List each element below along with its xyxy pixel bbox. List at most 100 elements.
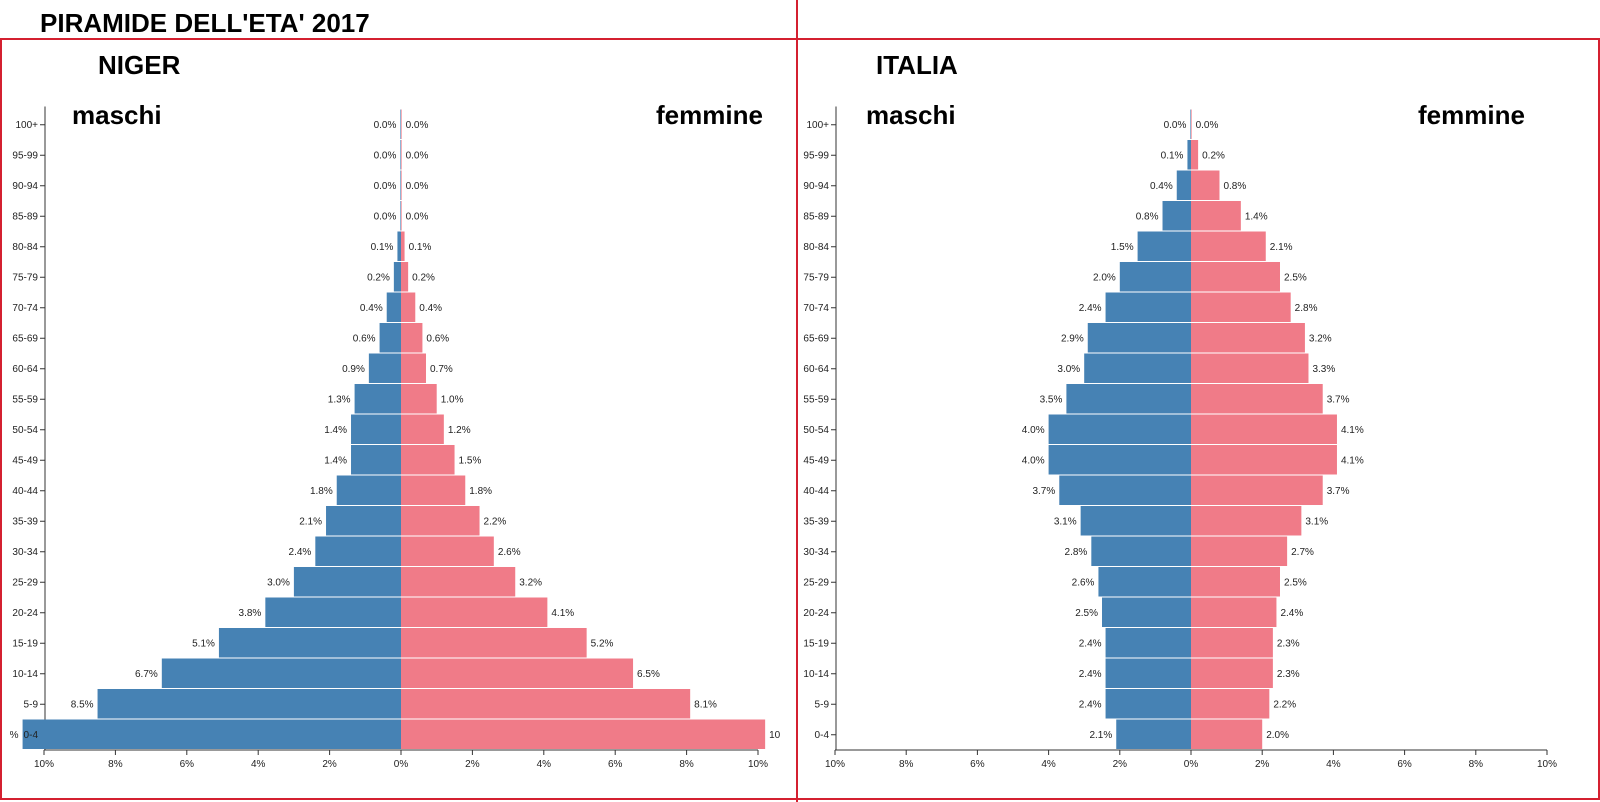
male-bar xyxy=(1066,384,1191,414)
female-bar xyxy=(401,262,409,292)
niger-panel: NIGER maschi femmine 10% 8% 6% 4% 2% 0% 2% 4% 6%… xyxy=(0,38,798,800)
age-group-label: 5-9 xyxy=(815,699,830,710)
male-bar xyxy=(386,292,401,322)
italia-title: ITALIA xyxy=(876,50,958,80)
male-value-label: 2.0% xyxy=(1093,272,1116,283)
age-group-label: 20-24 xyxy=(12,608,38,619)
x-tick-label: 6% xyxy=(180,759,195,770)
female-bar xyxy=(1191,445,1337,475)
female-value-label: 10 xyxy=(769,730,781,741)
male-bar xyxy=(1091,536,1191,566)
male-value-label: 3.8% xyxy=(239,608,262,619)
x-tick-label: 6% xyxy=(608,759,623,770)
x-tick-label: 8% xyxy=(899,759,914,770)
female-value-label: 2.0% xyxy=(1266,730,1289,741)
female-bar xyxy=(1191,689,1270,719)
male-bar xyxy=(218,628,401,658)
female-value-label: 5.2% xyxy=(591,638,614,649)
x-tick-label: 10% xyxy=(1537,759,1557,770)
male-bar xyxy=(354,384,401,414)
x-tick-label: 8% xyxy=(1469,759,1484,770)
male-bar xyxy=(393,262,401,292)
male-bar xyxy=(1137,231,1191,261)
male-bar xyxy=(379,323,401,353)
female-bar xyxy=(1191,658,1273,688)
male-value-label: 0.0% xyxy=(374,120,397,131)
female-value-label: 4.1% xyxy=(551,608,574,619)
male-value-label: 2.5% xyxy=(1075,608,1098,619)
male-value-label: 0.0% xyxy=(374,181,397,192)
male-bar xyxy=(1102,597,1191,627)
female-bar xyxy=(1191,719,1263,749)
male-bar xyxy=(1080,506,1191,536)
female-bar xyxy=(1191,231,1266,261)
age-group-label: 10-14 xyxy=(12,669,38,680)
female-value-label: 2.3% xyxy=(1277,638,1300,649)
female-bar xyxy=(401,719,766,749)
male-value-label: 0.0% xyxy=(1164,120,1187,131)
male-bar xyxy=(400,201,401,231)
female-value-label: 0.0% xyxy=(1196,120,1219,131)
female-value-label: 0.7% xyxy=(430,364,453,375)
male-bar xyxy=(400,140,401,170)
male-bar xyxy=(1105,689,1191,719)
age-group-label: 65-69 xyxy=(12,333,38,344)
female-value-label: 2.1% xyxy=(1270,242,1293,253)
female-value-label: 0.2% xyxy=(1202,150,1225,161)
male-bar xyxy=(1116,719,1191,749)
male-value-label: 0.1% xyxy=(1161,150,1184,161)
age-group-label: 45-49 xyxy=(803,455,829,466)
male-bar xyxy=(22,719,402,749)
male-value-label: 1.4% xyxy=(324,455,347,466)
age-group-label: 15-19 xyxy=(12,638,38,649)
age-group-label: 95-99 xyxy=(12,150,38,161)
age-group-label: 75-79 xyxy=(803,272,829,283)
age-group-label: 0-4 xyxy=(24,730,39,741)
female-bar xyxy=(1191,109,1192,139)
age-group-label: 10-14 xyxy=(803,669,829,680)
x-tick-label: 4% xyxy=(251,759,266,770)
age-group-label: 80-84 xyxy=(12,242,38,253)
italia-panel: ITALIA maschi femmine 10% 8% 6% 4% 2% 0% 2% 4% 6… xyxy=(796,38,1600,800)
male-value-label: 0.9% xyxy=(342,364,365,375)
male-value-label: 4.0% xyxy=(1022,455,1045,466)
age-group-label: 15-19 xyxy=(803,638,829,649)
male-value-label: 3.1% xyxy=(1054,516,1077,527)
female-bar xyxy=(401,597,548,627)
age-group-label: 50-54 xyxy=(12,425,38,436)
age-group-label: 70-74 xyxy=(803,303,829,314)
male-value-label: % xyxy=(10,730,19,741)
female-bar xyxy=(1191,597,1277,627)
female-value-label: 3.2% xyxy=(519,577,542,588)
age-group-label: 85-89 xyxy=(803,211,829,222)
age-group-label: 40-44 xyxy=(12,486,38,497)
female-value-label: 4.1% xyxy=(1341,455,1364,466)
age-group-label: 100+ xyxy=(806,120,829,131)
male-bar xyxy=(161,658,401,688)
age-group-label: 75-79 xyxy=(12,272,38,283)
female-value-label: 1.8% xyxy=(469,486,492,497)
male-bar xyxy=(315,536,401,566)
female-bar xyxy=(401,506,480,536)
age-group-label: 0-4 xyxy=(815,730,830,741)
female-bar xyxy=(401,109,402,139)
male-bar xyxy=(97,689,402,719)
female-bar xyxy=(1191,170,1220,200)
x-tick-label: 8% xyxy=(679,759,694,770)
age-group-label: 20-24 xyxy=(803,608,829,619)
age-group-label: 55-59 xyxy=(803,394,829,405)
female-value-label: 2.2% xyxy=(484,516,507,527)
age-group-label: 45-49 xyxy=(12,455,38,466)
male-value-label: 0.8% xyxy=(1136,211,1159,222)
female-value-label: 2.4% xyxy=(1280,608,1303,619)
male-value-label: 0.2% xyxy=(367,272,390,283)
male-bar xyxy=(400,109,401,139)
male-value-label: 2.1% xyxy=(1089,730,1112,741)
female-value-label: 0.0% xyxy=(406,211,429,222)
female-bar xyxy=(401,140,402,170)
female-value-label: 0.2% xyxy=(412,272,435,283)
male-value-label: 8.5% xyxy=(71,699,94,710)
x-tick-label: 0% xyxy=(394,759,409,770)
female-value-label: 2.5% xyxy=(1284,577,1307,588)
female-bar xyxy=(1191,414,1337,444)
